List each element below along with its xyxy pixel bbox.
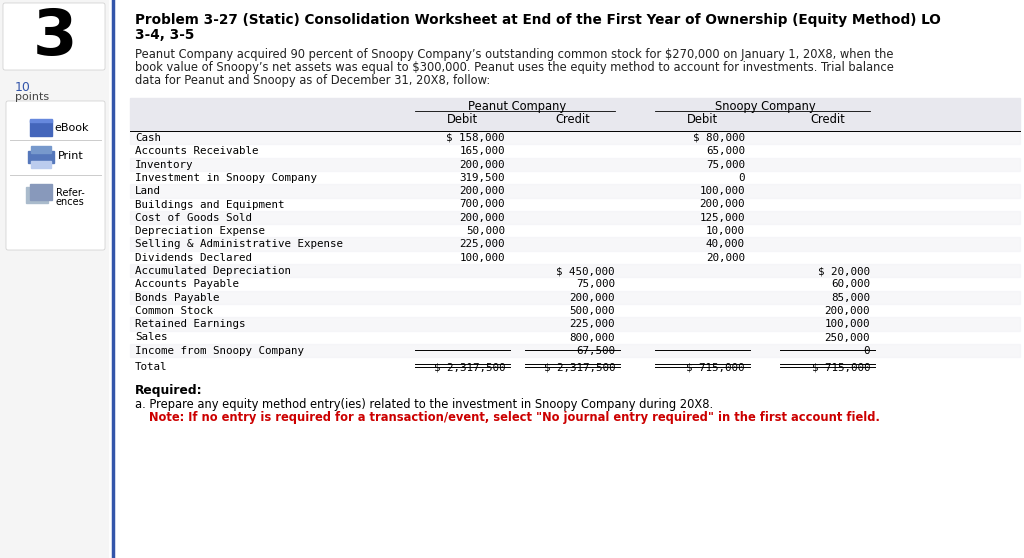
Text: Snoopy Company: Snoopy Company — [715, 100, 815, 113]
Text: 0: 0 — [863, 346, 870, 356]
Text: Accounts Payable: Accounts Payable — [135, 280, 239, 289]
Text: Debit: Debit — [446, 113, 478, 126]
Text: 200,000: 200,000 — [699, 200, 745, 209]
Text: $ 158,000: $ 158,000 — [446, 133, 505, 143]
Bar — [130, 291, 1020, 304]
Text: Bonds Payable: Bonds Payable — [135, 292, 219, 302]
Text: 200,000: 200,000 — [460, 213, 505, 223]
Text: 800,000: 800,000 — [569, 333, 615, 343]
Text: $ 80,000: $ 80,000 — [693, 133, 745, 143]
Bar — [30, 120, 52, 136]
Bar — [130, 344, 1020, 357]
Text: 85,000: 85,000 — [831, 292, 870, 302]
Text: 100,000: 100,000 — [824, 319, 870, 329]
Text: $ 715,000: $ 715,000 — [811, 362, 870, 372]
Text: book value of Snoopy’s net assets was equal to $300,000. Peanut uses the equity : book value of Snoopy’s net assets was eq… — [135, 61, 894, 74]
Bar — [28, 151, 54, 163]
Bar — [0, 0, 108, 558]
Text: $ 715,000: $ 715,000 — [686, 362, 745, 372]
Text: Total: Total — [135, 362, 168, 372]
Text: 75,000: 75,000 — [706, 160, 745, 170]
Bar — [130, 98, 1020, 130]
Text: Accumulated Depreciation: Accumulated Depreciation — [135, 266, 291, 276]
Text: Debit: Debit — [687, 113, 718, 126]
Text: 200,000: 200,000 — [824, 306, 870, 316]
Text: Buildings and Equipment: Buildings and Equipment — [135, 200, 285, 209]
Text: Sales: Sales — [135, 333, 168, 343]
Bar — [31, 146, 51, 153]
Text: Depreciation Expense: Depreciation Expense — [135, 226, 265, 236]
Text: 125,000: 125,000 — [699, 213, 745, 223]
Text: 165,000: 165,000 — [460, 146, 505, 156]
Bar — [130, 317, 1020, 330]
Text: 20,000: 20,000 — [706, 253, 745, 263]
Text: $ 450,000: $ 450,000 — [556, 266, 615, 276]
Text: 3: 3 — [33, 6, 77, 68]
Text: eBook: eBook — [54, 123, 88, 133]
Text: Investment in Snoopy Company: Investment in Snoopy Company — [135, 173, 317, 183]
Text: Note: If no entry is required for a transaction/event, select "No journal entry : Note: If no entry is required for a tran… — [150, 411, 880, 424]
Bar — [31, 161, 51, 168]
Text: 75,000: 75,000 — [575, 280, 615, 289]
Text: Problem 3-27 (Static) Consolidation Worksheet at End of the First Year of Owners: Problem 3-27 (Static) Consolidation Work… — [135, 13, 941, 27]
Text: 225,000: 225,000 — [569, 319, 615, 329]
Bar — [30, 184, 52, 200]
Text: ences: ences — [56, 197, 85, 207]
Text: 700,000: 700,000 — [460, 200, 505, 209]
Text: 60,000: 60,000 — [831, 280, 870, 289]
Text: Peanut Company: Peanut Company — [468, 100, 566, 113]
Text: $ 2,317,500: $ 2,317,500 — [433, 362, 505, 372]
Text: Required:: Required: — [135, 384, 203, 397]
Text: 200,000: 200,000 — [569, 292, 615, 302]
Bar — [130, 131, 1020, 145]
Text: a. Prepare any equity method entry(ies) related to the investment in Snoopy Comp: a. Prepare any equity method entry(ies) … — [135, 398, 713, 411]
Text: 10,000: 10,000 — [706, 226, 745, 236]
Bar — [130, 264, 1020, 277]
Text: Inventory: Inventory — [135, 160, 194, 170]
Bar — [130, 184, 1020, 198]
Text: 65,000: 65,000 — [706, 146, 745, 156]
Text: Credit: Credit — [555, 113, 590, 126]
Text: Print: Print — [58, 151, 84, 161]
Text: 500,000: 500,000 — [569, 306, 615, 316]
Bar — [30, 119, 52, 122]
Text: 50,000: 50,000 — [466, 226, 505, 236]
Text: Income from Snoopy Company: Income from Snoopy Company — [135, 346, 304, 356]
Text: 200,000: 200,000 — [460, 186, 505, 196]
Text: Dividends Declared: Dividends Declared — [135, 253, 252, 263]
Text: points: points — [15, 92, 49, 102]
Text: 3-4, 3-5: 3-4, 3-5 — [135, 28, 195, 42]
Text: 100,000: 100,000 — [460, 253, 505, 263]
Text: 225,000: 225,000 — [460, 239, 505, 249]
Text: Credit: Credit — [810, 113, 845, 126]
Text: 0: 0 — [738, 173, 745, 183]
Text: Peanut Company acquired 90 percent of Snoopy Company’s outstanding common stock : Peanut Company acquired 90 percent of Sn… — [135, 48, 894, 61]
Bar — [130, 237, 1020, 251]
Text: Refer-: Refer- — [56, 188, 85, 198]
Text: 67,500: 67,500 — [575, 346, 615, 356]
Text: Land: Land — [135, 186, 161, 196]
Text: data for Peanut and Snoopy as of December 31, 20X8, follow:: data for Peanut and Snoopy as of Decembe… — [135, 74, 490, 87]
Text: Cash: Cash — [135, 133, 161, 143]
Text: Accounts Receivable: Accounts Receivable — [135, 146, 258, 156]
Text: $ 20,000: $ 20,000 — [818, 266, 870, 276]
Text: Retained Earnings: Retained Earnings — [135, 319, 246, 329]
Text: 10: 10 — [15, 81, 31, 94]
Bar — [26, 187, 48, 203]
Text: 40,000: 40,000 — [706, 239, 745, 249]
Text: 200,000: 200,000 — [460, 160, 505, 170]
Text: 100,000: 100,000 — [699, 186, 745, 196]
Text: $ 2,317,500: $ 2,317,500 — [544, 362, 615, 372]
Bar — [130, 157, 1020, 171]
Text: 250,000: 250,000 — [824, 333, 870, 343]
Bar — [130, 211, 1020, 224]
Text: Cost of Goods Sold: Cost of Goods Sold — [135, 213, 252, 223]
Text: Common Stock: Common Stock — [135, 306, 213, 316]
Text: 319,500: 319,500 — [460, 173, 505, 183]
FancyBboxPatch shape — [6, 101, 105, 250]
Text: Selling & Administrative Expense: Selling & Administrative Expense — [135, 239, 343, 249]
FancyBboxPatch shape — [3, 3, 105, 70]
